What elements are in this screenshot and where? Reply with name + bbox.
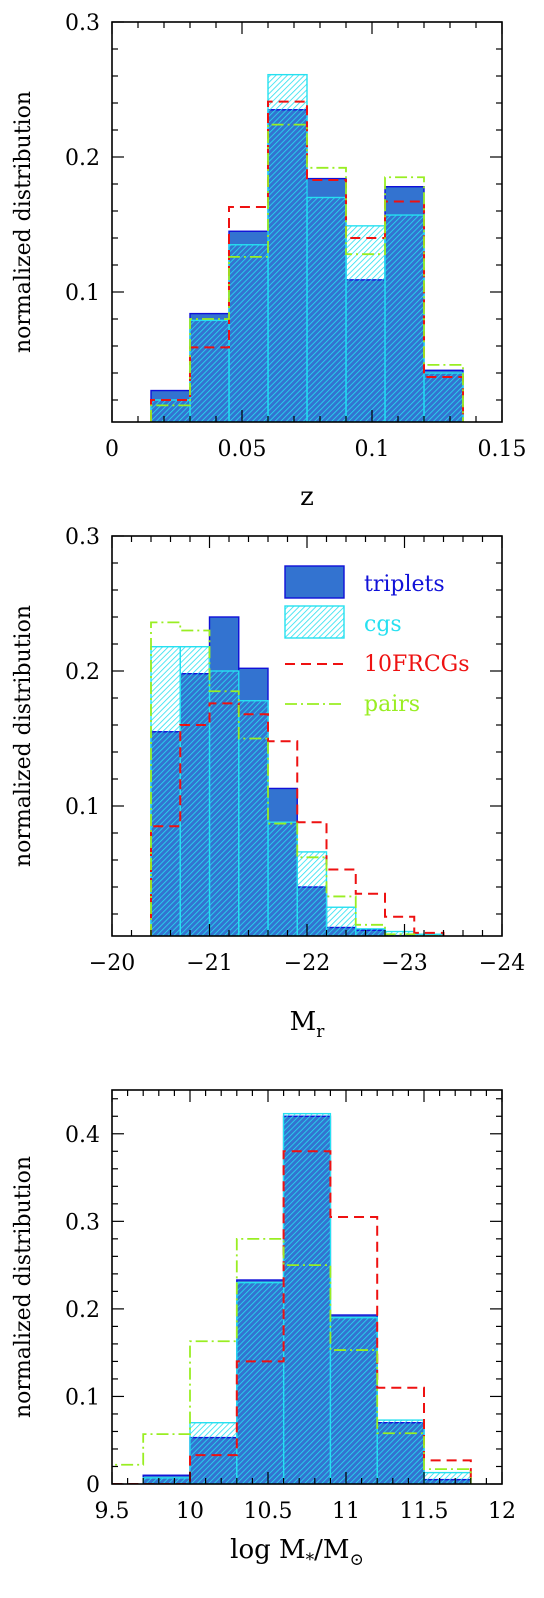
pairs-series-line xyxy=(150,621,444,936)
stellar-mass-histogram-panel: 9.5 10 10.5 11 11.5 12 0 0.1 0.2 0.3 0.4 normalized… xyxy=(11,1089,516,1570)
cgs-bar xyxy=(306,196,347,422)
cgs-bar xyxy=(208,670,240,936)
cgs-bar xyxy=(355,928,386,936)
cgs-bar xyxy=(267,821,298,936)
x-tick-label: 11.5 xyxy=(400,1499,449,1524)
legend-label-pairs: pairs xyxy=(364,692,420,717)
y-tick-label: 0.3 xyxy=(65,525,100,550)
x-axis-label-subscript: r xyxy=(316,1022,325,1042)
x-tick-label: 0.1 xyxy=(355,437,390,462)
x-tick-label: 0.15 xyxy=(478,437,527,462)
x-tick-label: 11 xyxy=(332,1499,360,1524)
cgs-bar xyxy=(189,319,230,422)
y-axis-label: normalized distribution xyxy=(11,605,36,867)
x-axis-label: Mr xyxy=(290,1007,326,1042)
y-tick-label: 0.3 xyxy=(65,1210,100,1235)
y-tick-label: 0 xyxy=(86,1473,100,1498)
x-tick-label: −24 xyxy=(479,951,525,976)
cgs-bar xyxy=(296,851,328,936)
cgs-bar xyxy=(423,1471,472,1484)
cgs-bar xyxy=(179,645,211,936)
y-tick-label: 0.1 xyxy=(65,1385,100,1410)
cgs-bar xyxy=(325,906,357,936)
cgs-bar xyxy=(267,73,308,422)
x-tick-label: −20 xyxy=(89,951,135,976)
cgs-bar xyxy=(376,1419,425,1484)
x-axis-label-subscript: * xyxy=(306,1550,315,1570)
x-tick-label: 0 xyxy=(105,437,119,462)
x-tick-label: 9.5 xyxy=(95,1499,130,1524)
plot-area xyxy=(150,73,464,422)
pairs-series-line xyxy=(112,1237,472,1484)
x-tick-label: −22 xyxy=(284,951,330,976)
legend-label-triplets: triplets xyxy=(364,572,445,597)
x-axis-label-middle: /M xyxy=(314,1535,349,1565)
plot-frame xyxy=(111,21,503,423)
y-tick-label: 0.4 xyxy=(65,1123,100,1148)
plot-area xyxy=(112,1112,472,1484)
frcgs-series-line xyxy=(150,702,445,936)
legend-label-cgs: cgs xyxy=(364,612,402,637)
cgs-bar xyxy=(150,399,191,422)
y-tick-label: 0.1 xyxy=(65,795,100,820)
x-axis-label-main: z xyxy=(300,482,314,512)
x-tick-label: −23 xyxy=(381,951,427,976)
y-axis-label: normalized distribution xyxy=(11,1156,36,1418)
x-tick-label: 12 xyxy=(488,1499,516,1524)
plot-frame xyxy=(111,1089,503,1485)
x-axis-label-main: log M xyxy=(230,1535,306,1565)
cgs-bar xyxy=(282,1112,332,1484)
cgs-bar xyxy=(228,244,269,422)
redshift-histogram-panel: 0 0.05 0.1 0.15 0.1 0.2 0.3 normalized distribu… xyxy=(11,11,526,512)
plot-area xyxy=(150,616,445,936)
pairs-series-line xyxy=(150,123,464,422)
legend-label-frcgs: 10FRCGs xyxy=(364,652,470,677)
y-tick-label: 0.1 xyxy=(65,281,100,306)
magnitude-histogram-panel: −20 −21 −22 −23 −24 0.1 0.2 0.3 normalized distr… xyxy=(11,525,525,1042)
x-tick-label: 10 xyxy=(176,1499,204,1524)
cgs-bar xyxy=(238,699,269,936)
x-axis-label-main: M xyxy=(290,1007,317,1037)
y-tick-label: 0.2 xyxy=(65,660,100,685)
x-tick-label: −21 xyxy=(186,951,232,976)
legend-swatch-triplets xyxy=(284,565,345,599)
x-tick-label: 10.5 xyxy=(244,1499,293,1524)
y-tick-label: 0.2 xyxy=(65,1298,100,1323)
x-tick-label: 0.05 xyxy=(218,437,267,462)
y-tick-label: 0.2 xyxy=(65,146,100,171)
cgs-bar xyxy=(236,1281,285,1484)
legend-swatch-cgs xyxy=(284,605,345,639)
y-axis-label: normalized distribution xyxy=(11,91,36,353)
cgs-bar xyxy=(189,1422,238,1484)
frcgs-series-line xyxy=(112,1150,472,1484)
legend: triplets cgs 10FRCGs pairs xyxy=(284,565,470,717)
x-axis-label: z xyxy=(300,482,314,512)
cgs-bar xyxy=(384,214,425,422)
cgs-bar xyxy=(423,372,464,422)
x-axis-label-subscript-2: ⊙ xyxy=(350,1550,364,1570)
cgs-bar xyxy=(150,645,181,936)
cgs-bar xyxy=(329,1316,378,1484)
cgs-bar xyxy=(345,225,386,422)
y-tick-label: 0.3 xyxy=(65,11,100,36)
x-axis-label: log M*/M⊙ xyxy=(230,1535,364,1570)
